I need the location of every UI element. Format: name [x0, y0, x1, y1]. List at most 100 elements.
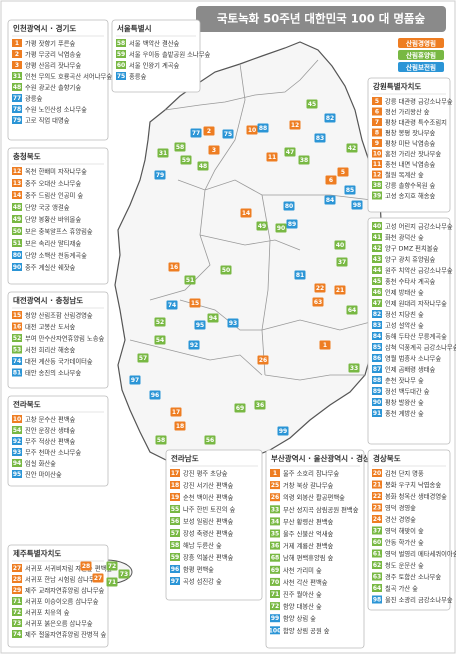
item-name: 사천 가리미 숲 [283, 565, 322, 574]
item-number: 89 [373, 388, 381, 395]
item-name: 해남 두륜산 숲 [183, 541, 222, 550]
item-badge [116, 61, 126, 69]
map-marker-number: 74 [168, 302, 176, 309]
item-badge [12, 251, 22, 259]
item-name: 서천 희리산 해송숲 [25, 345, 76, 354]
region-title: 전라북도 [13, 399, 41, 409]
item-name: 영월 법흥사 소나무숲 [385, 354, 441, 363]
item-number: 48 [13, 204, 21, 211]
item-badge [12, 426, 22, 434]
map-marker [346, 305, 358, 315]
map-marker [174, 142, 186, 152]
map-marker-number: 10 [248, 127, 256, 134]
item-number: 91 [373, 410, 381, 417]
item-name: 남해 편백휴양림 숲 [283, 553, 334, 562]
item-name: 대전 고봉산 도서숲 [25, 322, 76, 331]
map-marker [314, 133, 326, 143]
item-badge [372, 255, 382, 263]
map-marker [346, 143, 358, 153]
map-marker [314, 283, 326, 293]
map-marker-number: 93 [229, 320, 237, 327]
item-number: 35 [271, 531, 279, 538]
item-name: 강진 평주 초당숲 [183, 469, 228, 478]
item-name: 부여 만수산자연휴양림 노송숲 [25, 334, 105, 343]
map-marker-number: 57 [139, 355, 147, 362]
map-marker-number: 16 [170, 264, 178, 271]
map-marker-number: 17 [172, 409, 180, 416]
item-name: 홍천 가리산 잣나무숲 [385, 149, 441, 158]
item-badge [116, 72, 126, 80]
item-name: 서귀포 붉은오름 삼나무숲 [25, 619, 93, 628]
item-number: 88 [373, 377, 381, 384]
item-name: 삼척 덕풍계곡 금강소나무숲 [385, 343, 456, 352]
item-name: 울주 소호리 참나무숲 [283, 469, 339, 478]
item-badge [372, 139, 382, 147]
item-number: 22 [373, 493, 381, 500]
item-name: 철원 복계산 숲 [385, 170, 424, 179]
item-name: 영덕 해맞이 숲 [385, 526, 424, 535]
item-badge [12, 50, 22, 58]
item-name: 평창 대관령 특수조림지 [385, 118, 447, 127]
item-number: 92 [13, 438, 21, 445]
item-number: 79 [13, 117, 21, 124]
item-badge [372, 118, 382, 126]
item-number: 23 [373, 505, 381, 512]
item-badge [372, 538, 382, 546]
item-badge [372, 149, 382, 158]
item-name: 강진 서기산 편백숲 [183, 481, 234, 490]
item-badge [372, 310, 382, 318]
item-badge [372, 387, 382, 395]
item-name: 단양 소백산 천동계곡숲 [25, 251, 87, 260]
item-badge [12, 448, 22, 456]
item-name: 수원 노인산성 소나무숲 [25, 105, 87, 114]
item-badge [12, 345, 22, 354]
item-badge [12, 586, 22, 594]
item-badge [12, 61, 22, 69]
map-marker [204, 435, 216, 445]
map-marker [92, 573, 104, 583]
map-marker [157, 148, 169, 158]
item-name: 단양 봉황산 바위몰숲 [25, 215, 81, 224]
item-badge [12, 437, 22, 445]
item-number: 26 [271, 494, 279, 501]
item-name: 정선 백두대간 숲 [385, 387, 430, 396]
map-marker [203, 126, 215, 136]
item-badge [372, 277, 382, 285]
map-marker-number: 48 [199, 163, 207, 170]
item-name: 보은 충북알프스 휴양림숲 [25, 227, 93, 236]
map-marker-number: 50 [222, 267, 230, 274]
item-badge [12, 575, 22, 583]
item-badge [116, 39, 126, 47]
map-marker-number: 5 [341, 169, 345, 176]
region-box [165, 449, 263, 601]
map-marker [312, 297, 324, 307]
item-number: 39 [373, 193, 381, 200]
map-marker-number: 45 [308, 101, 316, 108]
item-number: 59 [117, 51, 125, 58]
map-marker [137, 353, 149, 363]
item-name: 수원 광교산 솔향기숲 [25, 83, 81, 92]
item-number: 37 [373, 528, 381, 535]
region-title: 부산광역시 · 울산광역시 · 경상남도 [271, 453, 384, 463]
item-number: 80 [13, 252, 21, 259]
item-name: 가평 무궁리 낙엽송숲 [25, 50, 81, 59]
item-number: 40 [373, 223, 381, 230]
item-badge [170, 517, 180, 525]
item-number: 21 [373, 482, 381, 489]
item-number: 18 [171, 482, 179, 489]
map-marker-number: 3 [212, 147, 216, 154]
item-number: 53 [13, 347, 21, 354]
map-marker-number: 72 [108, 563, 116, 570]
title: 국토녹화 50주년 대한민국 100 대 명품숲 [217, 12, 426, 26]
item-number: 11 [373, 161, 381, 168]
item-number: 85 [373, 344, 381, 351]
map-marker-number: 73 [120, 571, 128, 578]
item-name: 칠곡 가산 숲 [385, 584, 418, 593]
item-number: 81 [13, 370, 21, 377]
item-number: 70 [271, 579, 279, 586]
map-marker [207, 313, 219, 323]
item-name: 청양 산림조합 산림경영숲 [25, 311, 93, 320]
item-name: 함양 대봉산 숲 [283, 602, 322, 611]
item-number: 90 [373, 399, 381, 406]
item-name: 양구 광치 휴양림숲 [385, 255, 436, 264]
